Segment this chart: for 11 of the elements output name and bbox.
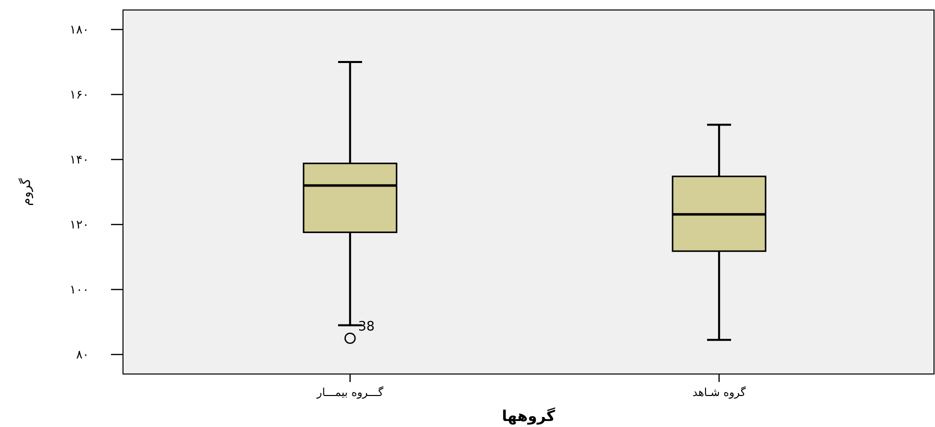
y-tick-label: ۱۴۰: [70, 152, 89, 166]
y-tick-label: ۱۶۰: [70, 88, 89, 102]
y-axis-title: گروم: [18, 177, 34, 206]
x-tick-label: گـــروه بیمـــار: [316, 386, 384, 399]
y-tick-label: ۱۰۰: [70, 282, 89, 296]
y-tick-label: ۱۸۰: [70, 22, 89, 36]
x-tick-label: گروه شـاهد: [692, 386, 746, 399]
annotation: 38: [358, 319, 375, 334]
y-tick-label: ۱۲۰: [70, 218, 89, 232]
x-axis-title: گروهها: [502, 407, 556, 425]
y-tick-label: ۸۰: [76, 348, 89, 362]
